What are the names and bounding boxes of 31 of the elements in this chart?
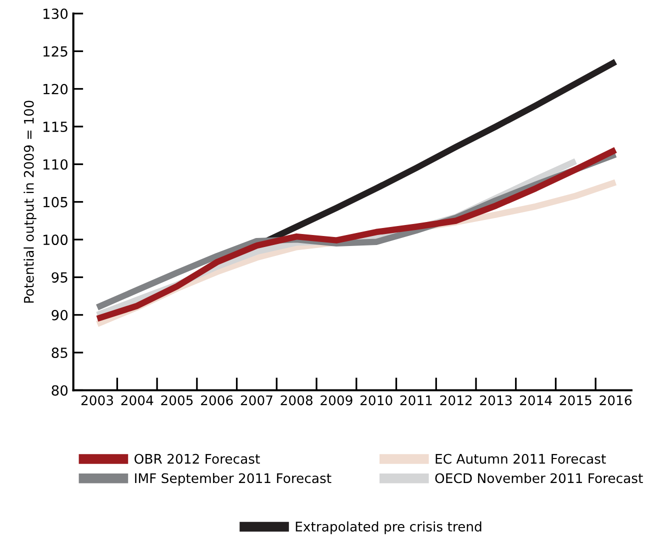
- x-tick-label: 2003: [81, 395, 113, 406]
- y-tick-label: 95: [52, 272, 68, 283]
- y-axis-title: Potential output in 2009 = 100: [24, 100, 36, 303]
- legend-label: OECD November 2011 Forecast: [435, 472, 643, 484]
- x-tick-label: 2013: [480, 395, 512, 406]
- legend-label: Extrapolated pre crisis trend: [296, 521, 482, 534]
- y-tick-label: 90: [52, 310, 68, 320]
- legend-label: OBR 2012 Forecast: [134, 454, 260, 464]
- y-tick-label: 120: [43, 84, 68, 94]
- y-tick-label: 80: [52, 385, 68, 396]
- legend-label: IMF September 2011 Forecast: [135, 472, 332, 486]
- x-tick-label: 2007: [240, 395, 272, 406]
- y-tick-label: 110: [43, 159, 68, 170]
- y-tick-label: 115: [43, 122, 68, 132]
- y-tick-label: 125: [43, 46, 68, 57]
- legend-label: EC Autumn 2011 Forecast: [436, 454, 606, 464]
- x-tick-label: 2015: [560, 395, 592, 406]
- x-tick-label: 2014: [520, 395, 552, 406]
- x-tick-label: 2010: [360, 395, 392, 406]
- y-tick-label: 85: [52, 348, 68, 358]
- x-tick-label: 2016: [600, 395, 632, 406]
- x-tick-label: 2012: [440, 395, 472, 406]
- x-tick-label: 2004: [121, 395, 154, 406]
- x-tick-label: 2011: [400, 395, 432, 406]
- x-tick-label: 2006: [201, 395, 233, 406]
- y-tick-label: 130: [43, 8, 68, 20]
- y-tick-label: 100: [43, 234, 68, 246]
- x-tick-label: 2005: [161, 395, 193, 406]
- x-tick-label: 2008: [280, 395, 312, 406]
- x-tick-label: 2009: [320, 395, 352, 406]
- y-tick-label: 105: [43, 196, 68, 208]
